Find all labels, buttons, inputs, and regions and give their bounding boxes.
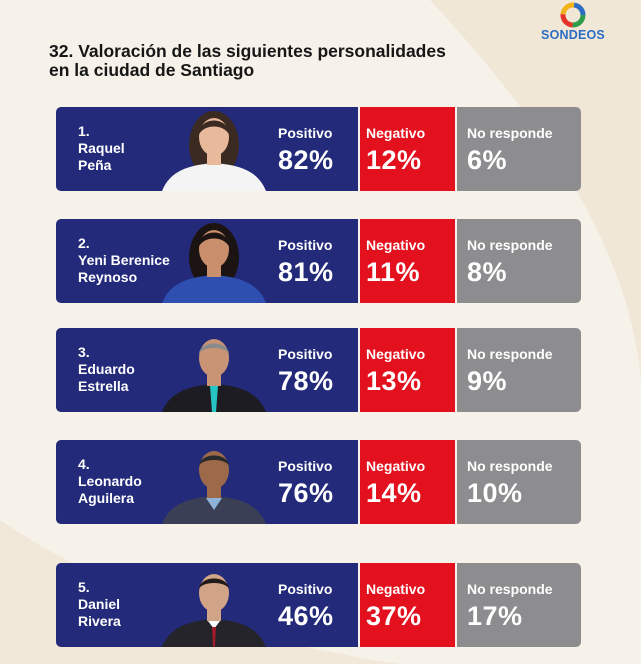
no-response-value: 10% xyxy=(467,478,523,508)
no-response-label: No responde xyxy=(467,125,553,141)
person-name-line: Aguilera xyxy=(78,490,135,506)
negative-value: 37% xyxy=(366,601,422,631)
no-response-value: 6% xyxy=(467,145,508,175)
positive-label: Positivo xyxy=(278,458,333,474)
person-name: 2. Yeni Berenice Reynoso xyxy=(78,235,198,286)
positive-label: Positivo xyxy=(278,237,333,253)
rating-row: 4. Leonardo Aguilera Positivo 76% Negativo 14%… xyxy=(56,440,581,524)
person-name-line: Rivera xyxy=(78,613,121,629)
person-rank: 1. xyxy=(78,123,90,139)
person-rank: 5. xyxy=(78,579,90,595)
no-response-label: No responde xyxy=(467,237,553,253)
no-response-value: 17% xyxy=(467,601,523,631)
title-line-2: en la ciudad de Santiago xyxy=(49,60,255,80)
negative-panel xyxy=(360,440,455,524)
person-name-line: Peña xyxy=(78,157,112,173)
person-rank: 4. xyxy=(78,456,90,472)
rating-row: 2. Yeni Berenice Reynoso Positivo 81% Negativ… xyxy=(56,219,581,303)
logo-text: SONDEOS xyxy=(541,28,605,42)
person-photo xyxy=(154,440,274,524)
negative-value: 12% xyxy=(366,145,422,175)
person-photo xyxy=(154,328,274,412)
person-photo xyxy=(154,107,274,191)
rating-row: 5. Daniel Rivera Positivo 46% Negativo 37% No r… xyxy=(56,563,581,647)
person-rank: 2. xyxy=(78,235,90,251)
negative-value: 13% xyxy=(366,366,422,396)
person-photo xyxy=(154,219,274,303)
person-name: 3. Eduardo Estrella xyxy=(78,344,198,395)
no-response-label: No responde xyxy=(467,458,553,474)
person-name-line: Leonardo xyxy=(78,473,142,489)
no-response-panel xyxy=(457,563,581,647)
person-rank: 3. xyxy=(78,344,90,360)
negative-value: 11% xyxy=(366,257,421,287)
negative-value: 14% xyxy=(366,478,422,508)
sondeos-logo: SONDEOS xyxy=(532,2,614,42)
no-response-panel xyxy=(457,328,581,412)
negative-label: Negativo xyxy=(366,125,426,141)
no-response-panel xyxy=(457,219,581,303)
positive-value: 46% xyxy=(278,601,334,631)
person-name-line: Raquel xyxy=(78,140,125,156)
person-name-line: Reynoso xyxy=(78,269,138,285)
positive-value: 82% xyxy=(278,145,334,175)
no-response-value: 8% xyxy=(467,257,508,287)
no-response-panel xyxy=(457,107,581,191)
no-response-label: No responde xyxy=(467,581,553,597)
positive-value: 78% xyxy=(278,366,334,396)
no-response-value: 9% xyxy=(467,366,508,396)
negative-panel xyxy=(360,107,455,191)
negative-label: Negativo xyxy=(366,581,426,597)
person-name-line: Estrella xyxy=(78,378,129,394)
rating-row: 3. Eduardo Estrella Positivo 78% Negativo 13% N… xyxy=(56,328,581,412)
logo-ring-icon xyxy=(560,2,586,28)
negative-label: Negativo xyxy=(366,237,426,253)
person-name: 5. Daniel Rivera xyxy=(78,579,198,630)
negative-panel xyxy=(360,328,455,412)
person-name: 1. Raquel Peña xyxy=(78,123,198,174)
positive-value: 81% xyxy=(278,257,334,287)
person-name: 4. Leonardo Aguilera xyxy=(78,456,198,507)
chart-title: 32. Valoración de las siguientes persona… xyxy=(49,42,499,80)
negative-label: Negativo xyxy=(366,458,426,474)
no-response-panel xyxy=(457,440,581,524)
rating-row: 1. Raquel Peña Positivo 82% Negativo 12% No res… xyxy=(56,107,581,191)
negative-panel xyxy=(360,563,455,647)
positive-label: Positivo xyxy=(278,125,333,141)
positive-label: Positivo xyxy=(278,346,333,362)
person-name-line: Eduardo xyxy=(78,361,135,377)
positive-label: Positivo xyxy=(278,581,333,597)
title-line-1: 32. Valoración de las siguientes persona… xyxy=(49,41,446,61)
no-response-label: No responde xyxy=(467,346,553,362)
negative-panel xyxy=(360,219,455,303)
person-name-line: Daniel xyxy=(78,596,121,612)
positive-value: 76% xyxy=(278,478,334,508)
person-photo xyxy=(154,563,274,647)
person-name-line: Yeni Berenice xyxy=(78,252,170,268)
negative-label: Negativo xyxy=(366,346,426,362)
